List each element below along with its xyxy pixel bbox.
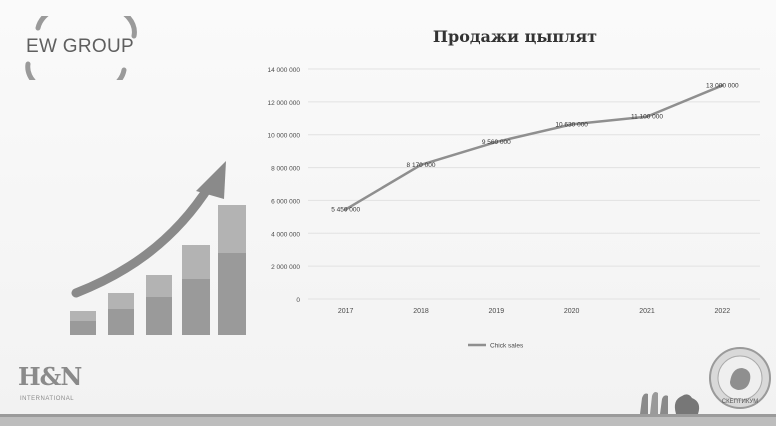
chickens-icon [640, 392, 700, 414]
y-tick-label: 14 000 000 [267, 67, 300, 74]
growth-arrow-icon [70, 161, 246, 335]
series-line [345, 84, 723, 211]
bottom-bar [0, 414, 776, 426]
hn-logo-text: H&N [18, 362, 82, 391]
data-label: 13 000 000 [706, 82, 739, 89]
x-tick-label: 2020 [564, 308, 580, 315]
x-tick-label: 2018 [413, 308, 429, 315]
chart-title: Продажи цыплят [432, 27, 598, 46]
data-point [494, 140, 498, 144]
data-point [344, 207, 348, 211]
y-tick-label: 0 [296, 297, 300, 304]
data-label: 8 170 000 [407, 162, 436, 169]
ew-logo-ring-icon [25, 16, 137, 80]
hn-logo: H&N INTERNATIONAL [14, 358, 104, 410]
y-tick-label: 12 000 000 [267, 100, 300, 107]
data-label: 9 560 000 [482, 139, 511, 146]
x-tick-label: 2022 [715, 308, 731, 315]
x-tick-label: 2017 [338, 308, 354, 315]
x-tick-label: 2019 [489, 308, 505, 315]
data-label: 10 630 000 [555, 121, 588, 128]
y-tick-label: 2 000 000 [271, 264, 300, 271]
data-point [645, 115, 649, 119]
hn-logo-subtext: INTERNATIONAL [20, 396, 75, 402]
legend-entry: Chick sales [490, 343, 524, 350]
data-point [720, 83, 724, 87]
x-tick-label: 2021 [639, 308, 655, 315]
data-point [419, 163, 423, 167]
data-label: 5 450 000 [331, 206, 360, 213]
y-tick-label: 4 000 000 [271, 231, 300, 238]
ew-group-logo: EW GROUP [16, 16, 146, 80]
seal-text: СКЕПТИКУМ [722, 399, 759, 405]
ew-logo-text: EW GROUP [26, 36, 134, 57]
y-tick-label: 8 000 000 [271, 166, 300, 173]
seal-icon: СКЕПТИКУМ [708, 346, 772, 410]
data-label: 11 100 000 [631, 114, 663, 121]
y-tick-label: 10 000 000 [267, 133, 300, 140]
y-tick-label: 6 000 000 [271, 198, 300, 205]
sales-line-chart: 0 2 000 000 4 000 000 6 000 000 8 000 000 10 … [267, 67, 760, 350]
data-point [570, 122, 574, 126]
